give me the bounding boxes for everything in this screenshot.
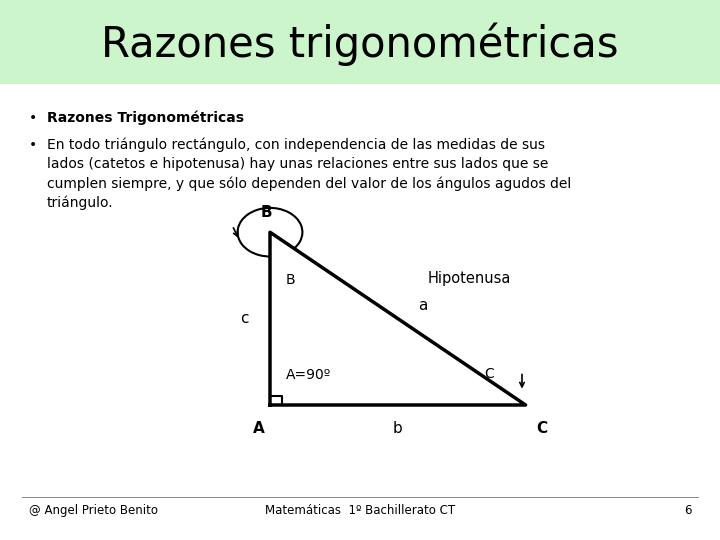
Text: C: C	[536, 421, 547, 436]
Text: c: c	[240, 311, 248, 326]
Bar	[0, 0, 720, 84]
Text: A: A	[253, 421, 265, 436]
Text: a: a	[418, 298, 428, 313]
Text: A=90º: A=90º	[286, 368, 331, 382]
Text: B: B	[261, 205, 272, 220]
Text: b: b	[393, 421, 402, 436]
Text: Hipotenusa: Hipotenusa	[428, 271, 511, 286]
Text: Razones Trigonométricas: Razones Trigonométricas	[47, 111, 244, 125]
Text: @ Angel Prieto Benito: @ Angel Prieto Benito	[29, 504, 158, 517]
Text: C: C	[485, 367, 495, 381]
Text: 6: 6	[684, 504, 691, 517]
Text: B: B	[286, 273, 295, 287]
Text: En todo triángulo rectángulo, con independencia de las medidas de sus
lados (cat: En todo triángulo rectángulo, con indepe…	[47, 138, 571, 211]
Text: Matemáticas  1º Bachillerato CT: Matemáticas 1º Bachillerato CT	[265, 504, 455, 517]
Text: •: •	[29, 138, 37, 152]
Text: •: •	[29, 111, 37, 125]
Text: Razones trigonométricas: Razones trigonométricas	[102, 23, 618, 66]
